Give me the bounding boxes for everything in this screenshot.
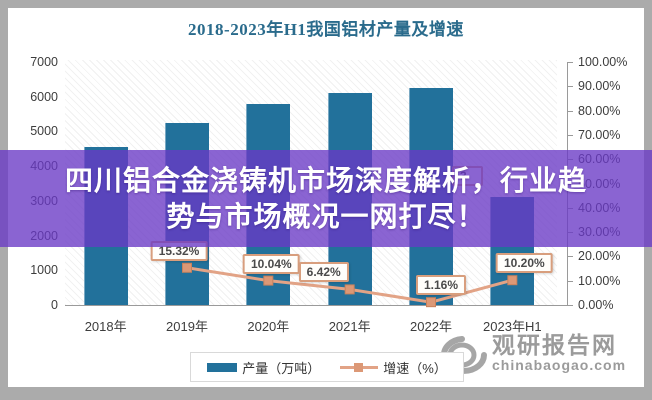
right-axis-tick-mark bbox=[567, 305, 573, 306]
watermark: 观研报告网 chinabaogao.com bbox=[436, 333, 642, 383]
right-axis-tick-mark bbox=[567, 280, 573, 282]
growth-point-label: 10.04% bbox=[242, 253, 300, 274]
headline-banner: 四川铝合金浇铸机市场深度解析，行业趋 势与市场概况一网打尽！ bbox=[0, 150, 652, 247]
x-axis-label: 2021年 bbox=[328, 319, 371, 334]
line-swatch-marker bbox=[354, 362, 364, 372]
watermark-site-name: 观研报告网 bbox=[492, 332, 617, 358]
legend-label-growth: 增速（%） bbox=[383, 360, 447, 376]
left-axis-tick-label: 5000 bbox=[30, 124, 58, 139]
x-axis-line bbox=[65, 305, 567, 306]
growth-point-label: 10.20% bbox=[495, 253, 553, 274]
growth-point-label: 6.42% bbox=[298, 262, 349, 283]
left-axis-tick-label: 7000 bbox=[30, 55, 58, 69]
headline-line-2: 势与市场概况一网打尽！ bbox=[166, 200, 486, 232]
left-axis-tick-label: 0 bbox=[51, 298, 58, 312]
legend: 产量（万吨） 增速（%） bbox=[190, 352, 464, 382]
watermark-text: 观研报告网 chinabaogao.com bbox=[492, 333, 626, 373]
right-axis-tick-label: 10.00% bbox=[578, 273, 621, 288]
x-axis-label: 2020年 bbox=[247, 319, 290, 334]
legend-label-production: 产量（万吨） bbox=[242, 360, 321, 376]
right-axis-tick-label: 100.00% bbox=[578, 55, 628, 69]
watermark-site-url: chinabaogao.com bbox=[492, 357, 627, 374]
right-axis-tick-mark bbox=[567, 110, 573, 112]
right-axis-tick-label: 80.00% bbox=[578, 103, 621, 118]
growth-point-label: 1.16% bbox=[415, 275, 467, 296]
chart-title: 2018-2023年H1我国铝材产量及增速 bbox=[188, 20, 464, 39]
legend-item-growth: 增速（%） bbox=[340, 358, 447, 377]
right-axis-tick-label: 0.00% bbox=[578, 298, 614, 312]
headline-line-1: 四川铝合金浇铸机市场深度解析，行业趋 bbox=[64, 164, 587, 196]
left-axis-tick-label: 6000 bbox=[30, 89, 58, 104]
left-axis-tick-label: 1000 bbox=[30, 263, 58, 278]
right-axis-tick-mark bbox=[567, 62, 573, 63]
x-axis-label: 2019年 bbox=[166, 319, 208, 334]
legend-item-production: 产量（万吨） bbox=[207, 358, 320, 377]
bar-series-swatch bbox=[207, 362, 238, 372]
right-axis-tick-label: 90.00% bbox=[578, 79, 621, 94]
right-axis-tick-mark bbox=[567, 256, 573, 258]
x-axis-label: 2023年H1 bbox=[483, 319, 542, 334]
x-axis-label: 2018年 bbox=[84, 319, 127, 334]
right-axis-tick-mark bbox=[567, 134, 573, 136]
right-axis-tick-label: 20.00% bbox=[578, 249, 621, 264]
line-series-swatch bbox=[340, 362, 379, 372]
right-axis-tick-mark bbox=[567, 86, 573, 88]
right-axis-tick-label: 70.00% bbox=[578, 127, 621, 142]
growth-point-label: 15.32% bbox=[150, 240, 208, 261]
x-axis-label: 2022年 bbox=[410, 319, 452, 334]
